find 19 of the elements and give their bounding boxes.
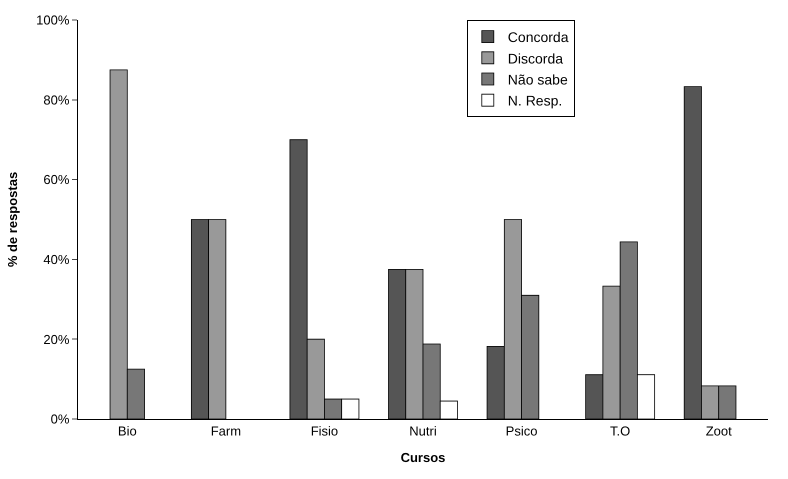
y-axis-title: % de respostas	[5, 172, 20, 268]
legend-label: Não sabe	[508, 71, 568, 88]
x-tick-label: Farm	[210, 424, 242, 439]
y-tick-label: 60%	[43, 172, 70, 188]
legend-label: N. Resp.	[508, 92, 562, 109]
y-tick-label: 20%	[43, 332, 70, 347]
legend-label: Discorda	[508, 50, 564, 66]
x-tick-label: Psico	[506, 424, 538, 439]
x-tick-label: Nutri	[409, 424, 437, 439]
x-tick-label: Zoot	[706, 424, 732, 439]
y-tick-label: 100%	[36, 12, 70, 28]
x-tick-label: Fisio	[310, 424, 338, 439]
y-tick-label: 80%	[43, 92, 70, 108]
x-axis-title: Cursos	[400, 450, 446, 466]
y-tick-label: 40%	[43, 252, 70, 267]
y-tick-label: 0%	[50, 412, 70, 427]
x-tick-label: T.O	[610, 424, 630, 439]
x-tick-label: Bio	[118, 424, 137, 439]
legend-label: Concorda	[508, 29, 569, 46]
